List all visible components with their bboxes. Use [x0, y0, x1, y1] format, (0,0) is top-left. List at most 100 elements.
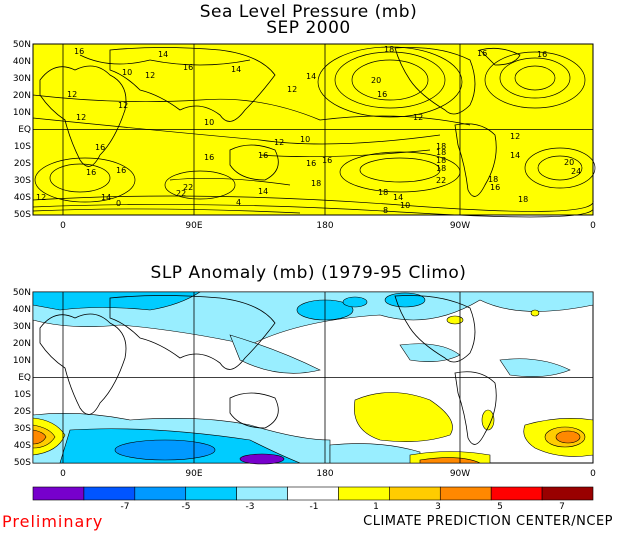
contour-label: 16	[258, 151, 268, 160]
contour-label: 20	[371, 76, 381, 85]
lat-label: 20S	[14, 159, 31, 169]
legend-swatch	[490, 486, 543, 501]
contour-label: 22	[183, 183, 193, 192]
slp-coastlines	[39, 47, 521, 197]
contour-label: 18	[488, 175, 498, 184]
lat-label: 10S	[14, 390, 31, 400]
contour-label: 12	[36, 193, 46, 202]
contour-label: 22	[436, 176, 446, 185]
legend-swatch	[389, 486, 441, 501]
top-map-subtitle: SEP 2000	[266, 18, 351, 38]
lon-label: 90E	[185, 469, 202, 479]
contour-label: 18	[436, 156, 446, 165]
contour-label: 16	[490, 183, 500, 192]
lon-label: 90W	[450, 469, 470, 479]
legend-tick-labels: -7 -5 -3 -1 1 3 5 7	[121, 502, 565, 512]
lat-label: EQ	[18, 125, 31, 135]
slp-anomaly-map: 50N 40N 30N 20N 10N EQ 10S 20S 30S 40S 5…	[13, 288, 596, 479]
anomaly-lon-labels: 0 90E 180 90W 0	[60, 469, 596, 479]
contour-label: 12	[274, 138, 284, 147]
preliminary-label: Preliminary	[2, 512, 104, 531]
lat-label: 30N	[13, 74, 31, 84]
slp-map: 16 14 16 18 16 16 10 12 14 20 16 12 12 1…	[13, 40, 596, 231]
contour-label: 12	[145, 71, 155, 80]
anomaly-lat-labels: 50N 40N 30N 20N 10N EQ 10S 20S 30S 40S 5…	[13, 288, 31, 468]
legend-tick: -1	[310, 502, 319, 512]
slp-gridlines	[33, 44, 593, 215]
contour-label: 14	[393, 193, 403, 202]
slp-lat-labels: 50N 40N 30N 20N 10N EQ 10S 20S 30S 40S 5…	[13, 40, 31, 220]
contour-label: 16	[95, 143, 105, 152]
legend-tick: -5	[182, 502, 191, 512]
lon-label: 0	[590, 469, 596, 479]
lat-label: 20S	[14, 407, 31, 417]
contour-label: 12	[67, 90, 77, 99]
lat-label: 10N	[13, 108, 31, 118]
contour-label: 18	[384, 45, 394, 54]
legend-swatch	[439, 486, 492, 501]
slp-lon-labels: 0 90E 180 90W 0	[60, 221, 596, 231]
legend-tick: 3	[435, 502, 441, 512]
contour-label: 14	[101, 193, 111, 202]
contour-label: 10	[122, 68, 132, 77]
slp-contour-labels: 16 14 16 18 16 16 10 12 14 20 16 12 12 1…	[36, 45, 581, 215]
lat-label: 50S	[14, 210, 31, 220]
lat-label: 20N	[13, 339, 31, 349]
lat-label: 30S	[14, 424, 31, 434]
contour-label: 16	[306, 159, 316, 168]
lon-label: 0	[60, 469, 66, 479]
contour-label: 8	[383, 206, 388, 215]
contour-label: 16	[322, 156, 332, 165]
contour-label: 24	[571, 167, 581, 176]
lon-label: 0	[590, 221, 596, 231]
top-map-title: Sea Level Pressure (mb)	[199, 2, 418, 22]
legend-tick: 7	[559, 502, 565, 512]
contour-label: 10	[300, 135, 310, 144]
contour-label: 20	[564, 158, 574, 167]
legend-swatches	[32, 486, 594, 501]
lat-label: 10S	[14, 142, 31, 152]
lat-label: 10N	[13, 356, 31, 366]
lat-label: 40N	[13, 305, 31, 315]
anomaly-gridlines	[33, 292, 593, 463]
contour-label: 14	[158, 50, 168, 59]
lon-label: 90E	[185, 221, 202, 231]
contour-label: 18	[518, 195, 528, 204]
contour-label: 14	[510, 151, 520, 160]
contour-label: 14	[258, 187, 268, 196]
lat-label: 30S	[14, 176, 31, 186]
legend-tick: 5	[497, 502, 503, 512]
contour-label: 14	[306, 72, 316, 81]
contour-label: 16	[86, 168, 96, 177]
legend-swatch	[236, 486, 288, 501]
legend-swatch	[541, 486, 594, 501]
contour-label: 18	[311, 179, 321, 188]
contour-label: 12	[413, 113, 423, 122]
legend-swatch	[32, 486, 85, 501]
contour-label: 10	[400, 201, 410, 210]
anomaly-shading	[32, 291, 594, 465]
contour-label: 16	[377, 90, 387, 99]
legend-swatch	[338, 486, 390, 501]
legend-tick: -7	[121, 502, 130, 512]
lat-label: 40S	[14, 441, 31, 451]
contour-label: 0	[116, 199, 121, 208]
contour-label: 16	[116, 166, 126, 175]
lat-label: 40N	[13, 57, 31, 67]
contour-label: 16	[74, 47, 84, 56]
lon-label: 90W	[450, 221, 470, 231]
legend-tick: 1	[373, 502, 379, 512]
contour-label: 12	[287, 85, 297, 94]
contour-label: 18	[378, 188, 388, 197]
contour-label: 16	[204, 153, 214, 162]
contour-label: 16	[183, 63, 193, 72]
legend-swatch	[134, 486, 187, 501]
contour-label: 12	[76, 113, 86, 122]
lat-label: EQ	[18, 373, 31, 383]
anomaly-legend: -7 -5 -3 -1 1 3 5 7	[32, 486, 594, 512]
bottom-map-title: SLP Anomaly (mb) (1979-95 Climo)	[150, 263, 467, 283]
contour-label: 16	[477, 49, 487, 58]
anomaly-coastlines	[39, 295, 497, 445]
lat-label: 30N	[13, 322, 31, 332]
